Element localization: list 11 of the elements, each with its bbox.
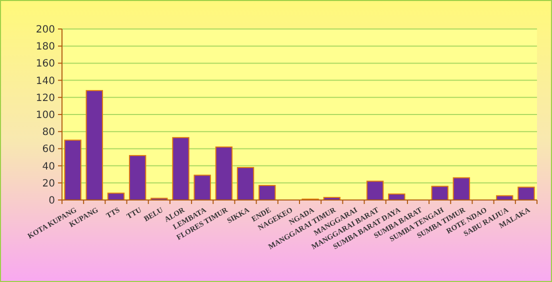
- y-tick-label: 0: [48, 196, 55, 206]
- y-tick-label: 100: [36, 110, 55, 121]
- y-tick-label: 180: [36, 42, 55, 53]
- y-tick-label: 160: [36, 58, 55, 70]
- y-tick-label: 20: [42, 178, 55, 190]
- y-tick-label: 120: [36, 92, 55, 104]
- y-tick-label: 40: [42, 161, 55, 172]
- y-tick-label: 80: [42, 127, 55, 138]
- y-tick-label: 60: [42, 144, 55, 156]
- y-tick-label: 200: [36, 24, 55, 36]
- y-tick-label: 140: [36, 76, 55, 87]
